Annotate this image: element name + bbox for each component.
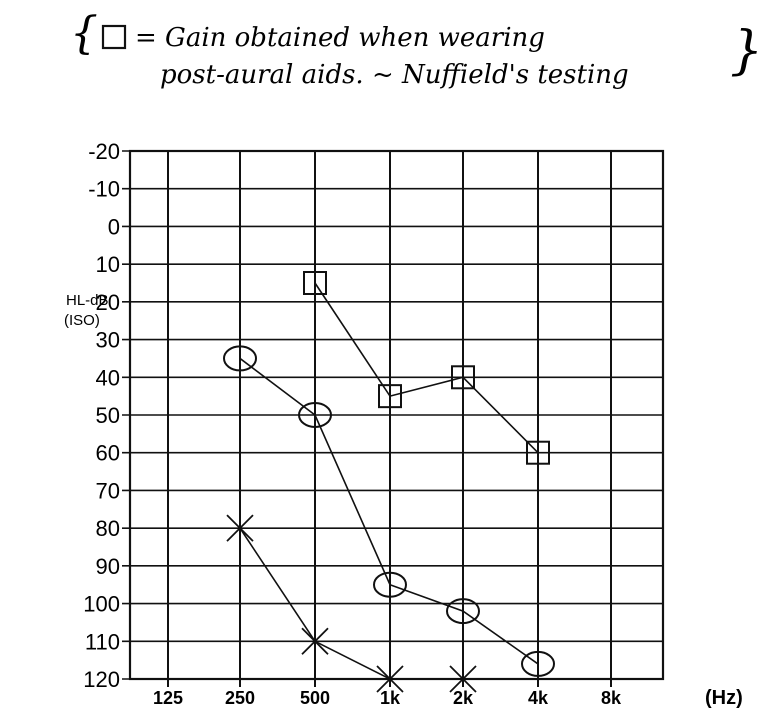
x-tick-labels: 125 250 500 1k 2k 4k 8k	[153, 688, 622, 708]
y-tick-label: 110	[85, 629, 120, 654]
y-tick-label: 100	[83, 592, 120, 617]
y-tick-label: 60	[96, 441, 120, 466]
data-point-cross	[449, 665, 477, 693]
data-point-circle	[521, 650, 555, 677]
y-tick-label: 80	[96, 516, 120, 541]
legend-right-brace: }	[730, 21, 763, 81]
y-axis-label-2: (ISO)	[64, 312, 100, 329]
x-tick-label: 1k	[380, 688, 401, 708]
y-tick-label: 70	[96, 478, 120, 503]
y-tick-label: -20	[88, 139, 120, 164]
series-line	[314, 282, 539, 454]
y-tick-label: 120	[83, 667, 120, 692]
y-axis-label-1: HL-dB	[66, 292, 109, 309]
series-square	[303, 271, 550, 465]
data-point-circle	[446, 598, 480, 625]
y-tick-label: 50	[96, 403, 120, 428]
legend-square-marker	[101, 24, 127, 50]
data-point-cross	[301, 627, 329, 655]
x-tick-label: 2k	[453, 688, 474, 708]
y-tick-label: -10	[88, 177, 120, 202]
x-tick-label: 4k	[528, 688, 549, 708]
data-point-circle	[298, 402, 332, 428]
y-tick-label: 20	[96, 290, 120, 315]
y-tick-label: 10	[96, 252, 120, 277]
grid-vertical	[167, 151, 612, 687]
series-layer	[223, 271, 555, 693]
data-point-cross	[226, 514, 254, 542]
y-tick-label: 30	[96, 328, 120, 353]
legend-line-1: = Gain obtained when wearing	[135, 23, 545, 53]
data-point-square	[451, 365, 475, 390]
legend-note: { = Gain obtained when wearing post-aura…	[70, 8, 763, 90]
y-tick-label: 90	[96, 554, 120, 579]
x-tick-label: 250	[225, 688, 255, 708]
series-cross	[226, 514, 477, 693]
x-tick-label: 500	[300, 688, 330, 708]
series-line	[239, 527, 463, 680]
y-tick-labels: -20 -10 0 10 20 30 40 50 60 70 80 90 100 110 120	[83, 139, 120, 692]
data-point-cross	[376, 665, 404, 693]
legend-line-2: post-aural aids. ~ Nuffield's testing	[160, 60, 629, 90]
x-tick-label: 125	[153, 688, 183, 708]
series-line	[239, 357, 539, 665]
x-axis-unit: (Hz)	[705, 687, 743, 709]
data-point-circle	[223, 345, 257, 372]
data-point-square	[303, 271, 327, 295]
data-point-circle	[373, 571, 407, 598]
legend-left-brace: {	[70, 8, 98, 59]
series-circle	[223, 345, 555, 677]
x-tick-label: 8k	[601, 688, 622, 708]
grid-horizontal	[122, 150, 663, 680]
y-tick-label: 40	[96, 365, 120, 390]
data-point-square	[526, 440, 550, 465]
data-point-square	[378, 384, 402, 409]
y-tick-label: 0	[108, 214, 120, 239]
